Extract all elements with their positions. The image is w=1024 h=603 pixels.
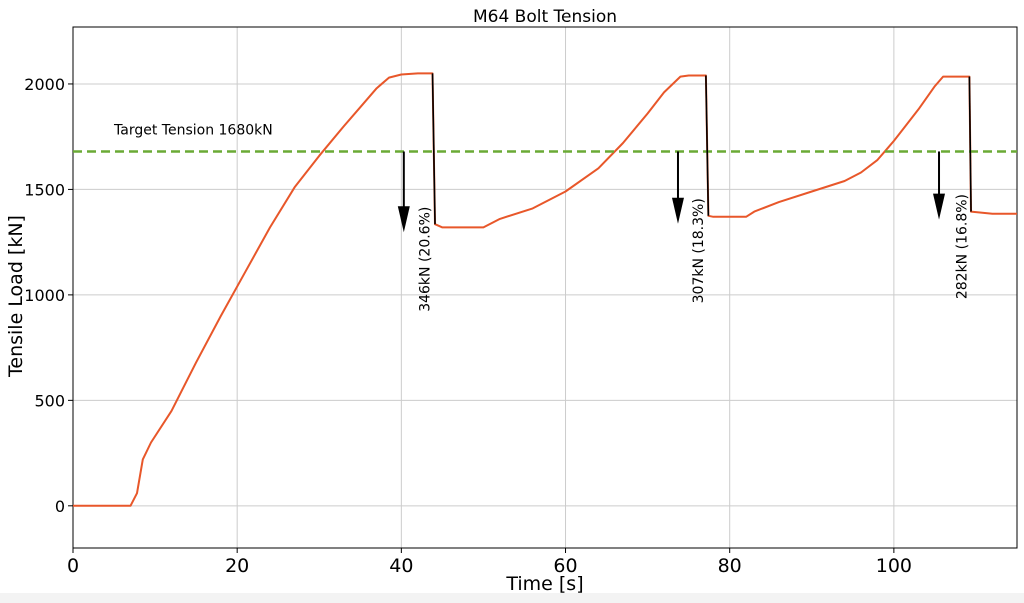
x-tick-label: 100 (876, 555, 912, 577)
annotations: Target Tension 1680kN 346kN (20.6%) 307kN … (73, 73, 1017, 312)
x-tick-label: 60 (553, 555, 577, 577)
y-tick-label: 2000 (24, 75, 65, 94)
plot-frame (72, 26, 1018, 549)
y-axis-label: Tensile Load [kN] (5, 215, 27, 378)
drop-label: 346kN (20.6%) (418, 207, 434, 312)
x-tick-label: 80 (718, 555, 742, 577)
drop-segment (968, 76, 972, 212)
grid-lines (72, 27, 1017, 548)
drop-label: 282kN (16.8%) (954, 194, 970, 299)
x-axis-label: Time [s] (505, 573, 583, 595)
drop-segment (705, 75, 710, 216)
drop-arrow-head (397, 206, 410, 233)
target-tension-label: Target Tension 1680kN (113, 122, 273, 138)
drop-arrow-head (933, 193, 946, 220)
y-tick-label: 0 (55, 497, 65, 516)
bottom-scroll-strip (0, 593, 1024, 603)
drop-arrow-head (671, 197, 684, 224)
x-tick-label: 20 (225, 555, 249, 577)
y-tick-label: 500 (34, 391, 65, 410)
drop-segment (431, 73, 436, 225)
x-tick-label: 0 (67, 555, 79, 577)
chart-title: M64 Bolt Tension (473, 7, 617, 27)
y-tick-label: 1500 (24, 180, 65, 199)
y-tick-label: 1000 (24, 286, 65, 305)
x-tick-label: 40 (389, 555, 413, 577)
series-group (73, 72, 1017, 507)
tension-series-line (73, 72, 1017, 507)
drop-label: 307kN (18.3%) (691, 198, 707, 303)
